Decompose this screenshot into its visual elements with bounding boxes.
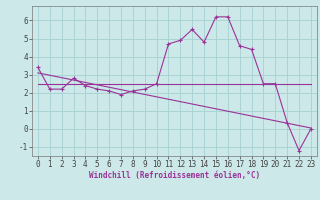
X-axis label: Windchill (Refroidissement éolien,°C): Windchill (Refroidissement éolien,°C) — [89, 171, 260, 180]
